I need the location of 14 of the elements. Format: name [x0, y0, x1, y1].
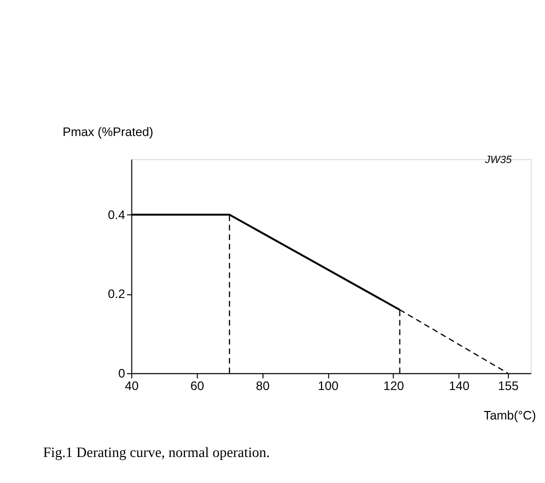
x-tick-label: 100: [318, 378, 339, 393]
y-tick-label: 0: [118, 366, 126, 380]
x-tick-label: 155: [498, 378, 519, 393]
y-tick-label: 0.4: [108, 208, 126, 222]
y-tick-label: 0.2: [108, 287, 126, 302]
x-tick-label: 140: [448, 378, 470, 393]
x-tick-label: 120: [383, 378, 404, 393]
x-tick-label: 80: [256, 378, 270, 393]
x-tick-label: 40: [124, 378, 139, 393]
x-axis-title: Tamb(°C): [484, 408, 536, 422]
annotation: JW35: [484, 154, 512, 166]
x-tick-label: 60: [190, 378, 204, 393]
caption: Fig.1 Derating curve, normal operation.: [43, 444, 270, 461]
y-axis-title: Pmax (%Prated): [62, 124, 154, 139]
